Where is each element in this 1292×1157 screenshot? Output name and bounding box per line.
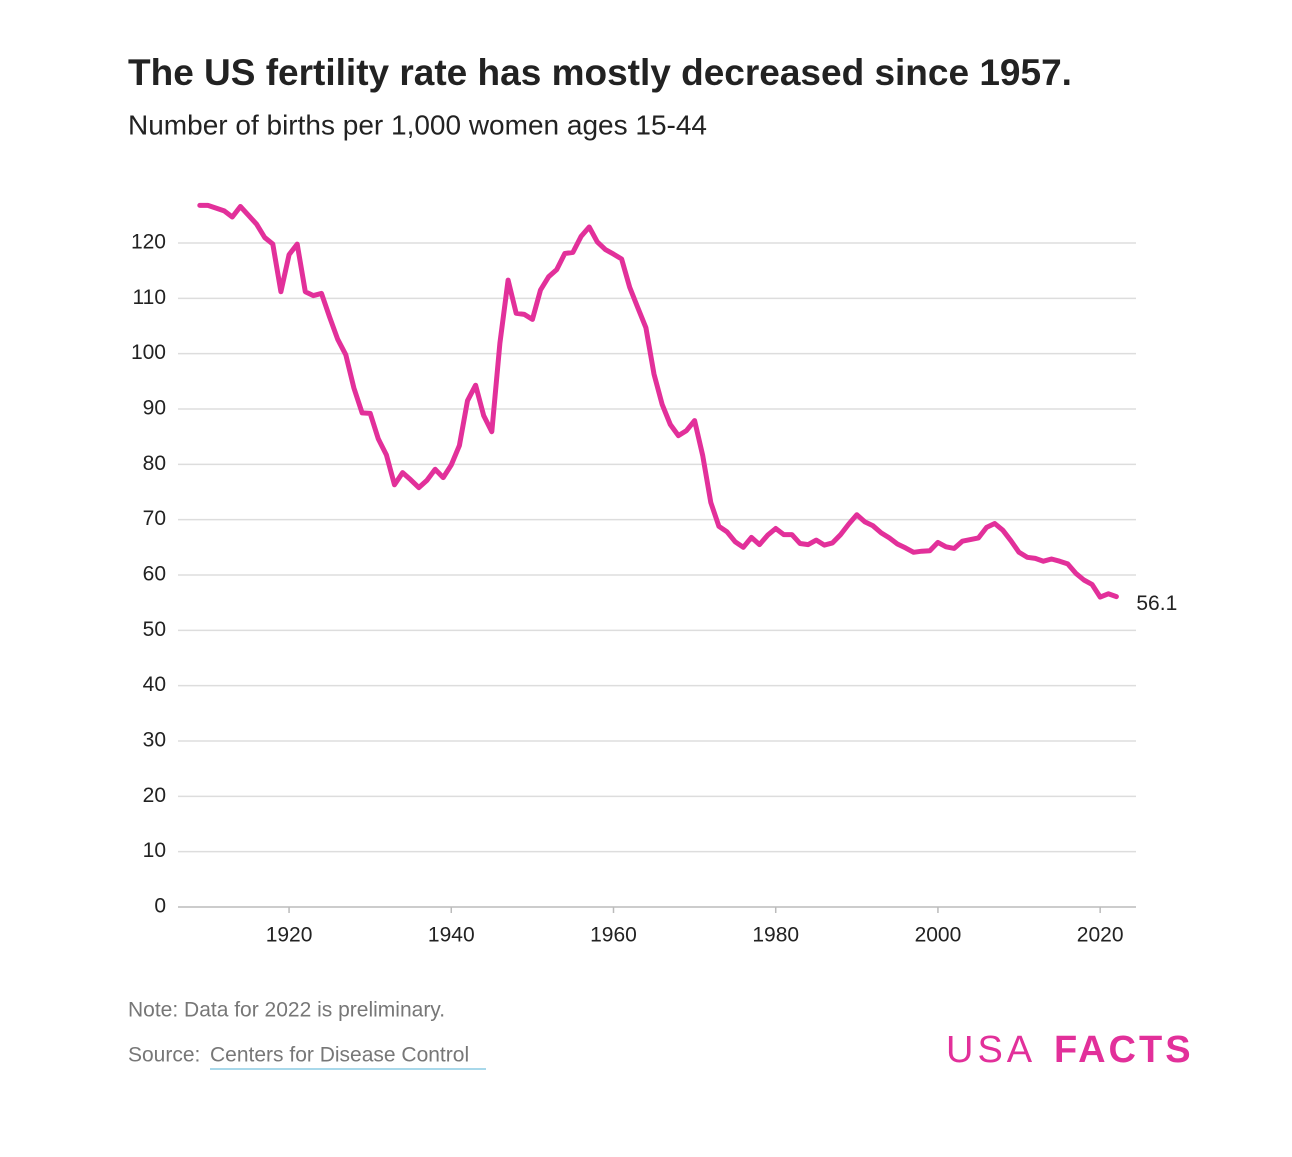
source-label: Source: — [128, 1044, 200, 1067]
logo-usa: USA — [946, 1029, 1036, 1071]
y-tick-label: 40 — [143, 673, 166, 696]
x-tick-label: 2020 — [1077, 924, 1124, 947]
x-tick-label: 2000 — [915, 924, 962, 947]
y-tick-label: 0 — [154, 895, 166, 918]
y-tick-label: 90 — [143, 397, 166, 420]
y-tick-label: 60 — [143, 563, 166, 586]
chart-title: The US fertility rate has mostly decreas… — [128, 52, 1072, 93]
y-tick-label: 120 — [131, 231, 166, 254]
y-tick-label: 70 — [143, 507, 166, 530]
x-tick-label: 1960 — [590, 924, 637, 947]
y-tick-label: 110 — [133, 286, 166, 309]
y-tick-label: 50 — [143, 618, 166, 641]
y-tick-label: 100 — [131, 341, 166, 364]
y-tick-label: 80 — [143, 452, 166, 475]
data-line — [197, 202, 1119, 600]
note: Note: Data for 2022 is preliminary. — [128, 999, 445, 1022]
y-tick-label: 10 — [143, 839, 166, 862]
y-tick-label: 30 — [143, 729, 166, 752]
source-link[interactable]: Centers for Disease Control — [210, 1044, 469, 1067]
x-tick-label: 1940 — [428, 924, 475, 947]
x-tick-label: 1920 — [266, 924, 313, 947]
logo-facts: FACTS — [1054, 1029, 1194, 1071]
y-tick-label: 20 — [143, 784, 166, 807]
x-tick-label: 1980 — [752, 924, 799, 947]
end-value-label: 56.1 — [1136, 592, 1177, 615]
chart-subtitle: Number of births per 1,000 women ages 15… — [128, 109, 707, 140]
